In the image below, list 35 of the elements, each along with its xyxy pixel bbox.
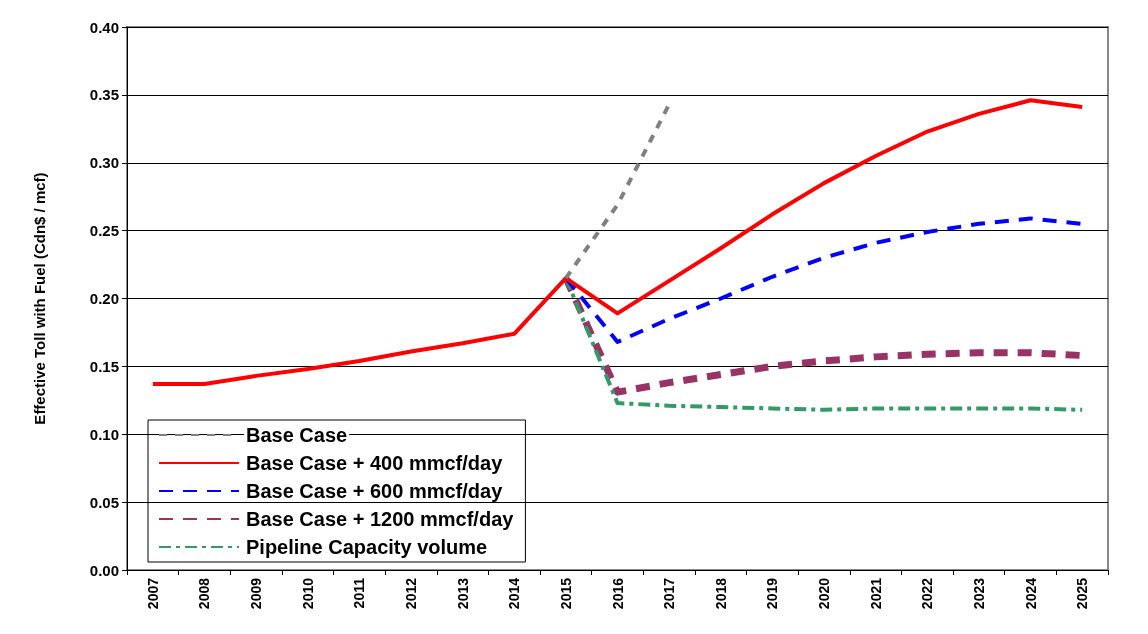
legend-label: Base Case + 400 mmcf/day: [246, 452, 504, 474]
x-tick-label: 2008: [196, 577, 213, 610]
y-tick-label: 0.20: [89, 290, 119, 307]
x-tick-label: 2013: [454, 577, 471, 610]
x-tick-label: 2007: [144, 577, 161, 610]
x-tick-label: 2023: [970, 577, 987, 610]
legend-label: Base Case: [246, 424, 348, 446]
y-tick-label: 0.00: [89, 561, 119, 579]
x-tick-label: 2018: [712, 577, 729, 610]
line-series: [150, 98, 1085, 387]
x-tick-label: 2011: [351, 577, 368, 609]
y-tick-label: 0.10: [89, 425, 119, 443]
x-tick-label: 2017: [661, 577, 678, 610]
x-tick-label: 2010: [299, 577, 316, 610]
x-tick-label: 2020: [816, 577, 833, 610]
y-axis-title: Effective Toll with Fuel (Cdn$ / mcf): [31, 172, 48, 425]
y-tick-label: 0.35: [89, 86, 119, 104]
y-tick-label: 0.05: [89, 493, 119, 511]
x-tick-label: 2024: [1022, 577, 1039, 610]
y-tick-label: 0.40: [89, 18, 119, 36]
legend-label: Base Case + 1200 mmcf/day: [246, 508, 515, 530]
x-tick-label: 2009: [248, 577, 265, 610]
legend-label: Base Case + 600 mmcf/day: [246, 480, 504, 502]
x-tick-label: 2015: [557, 577, 574, 610]
y-tick-label: 0.15: [89, 357, 119, 375]
legend-label: Pipeline Capacity volume: [246, 536, 488, 558]
x-tick-label: 2014: [506, 577, 523, 610]
x-tick-label: 2021: [867, 577, 884, 610]
x-tick-label: 2025: [1074, 577, 1091, 610]
x-tick-label: 2019: [764, 577, 781, 610]
x-tick-label: 2016: [609, 577, 626, 610]
x-tick-label: 2012: [402, 577, 419, 610]
y-tick-label: 0.30: [89, 154, 119, 172]
y-tick-label: 0.25: [89, 222, 119, 240]
x-tick-label: 2022: [919, 577, 936, 610]
